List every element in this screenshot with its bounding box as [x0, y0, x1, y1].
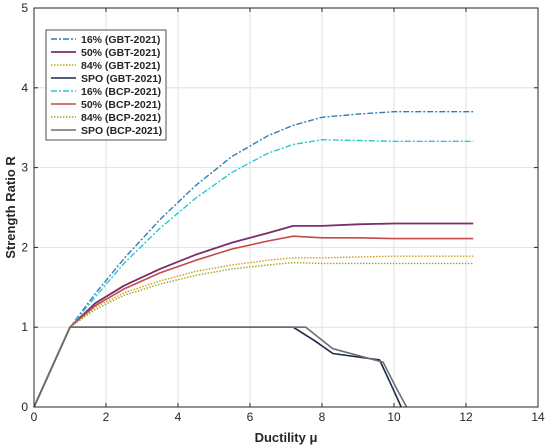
series-line-5 [33, 235, 474, 408]
series-line-2 [33, 255, 474, 408]
legend-label-3: SPO (GBT-2021) [81, 73, 162, 85]
plot-frame [33, 7, 539, 408]
x-tick-label-0: 0 [31, 410, 38, 424]
series-line-6 [33, 261, 474, 408]
legend-label-0: 16% (GBT-2021) [81, 34, 160, 46]
x-tick-label-2: 4 [175, 410, 182, 424]
series-line-4 [33, 138, 474, 408]
series-group [33, 110, 474, 408]
x-tick-label-3: 6 [247, 410, 254, 424]
y-tick-label-3: 3 [21, 161, 28, 175]
legend-label-5: 50% (BCP-2021) [81, 99, 161, 111]
y-tick-label-0: 0 [21, 400, 28, 414]
x-axis-label: Ductility μ [255, 430, 318, 445]
y-tick-label-2: 2 [21, 240, 28, 254]
y-tick-label-1: 1 [21, 320, 28, 334]
legend: 16% (GBT-2021)50% (GBT-2021)84% (GBT-202… [45, 29, 167, 141]
x-tick-label-7: 14 [531, 410, 545, 424]
legend-label-7: SPO (BCP-2021) [81, 125, 162, 137]
legend-label-1: 50% (GBT-2021) [81, 47, 160, 59]
y-tick-label-4: 4 [21, 81, 28, 95]
series-line-1 [33, 222, 474, 408]
legend-label-4: 16% (BCP-2021) [81, 86, 161, 98]
y-tick-label-5: 5 [21, 1, 28, 15]
x-tick-label-1: 2 [103, 410, 110, 424]
series-line-7 [33, 326, 408, 408]
legend-label-6: 84% (BCP-2021) [81, 112, 161, 124]
legend-label-2: 84% (GBT-2021) [81, 60, 160, 72]
y-axis-label: Strength Ratio R [3, 156, 18, 259]
x-tick-label-5: 10 [387, 410, 401, 424]
series-line-0 [33, 110, 474, 408]
x-tick-label-4: 8 [319, 410, 326, 424]
x-tick-label-6: 12 [459, 410, 473, 424]
legend-box [45, 29, 167, 141]
